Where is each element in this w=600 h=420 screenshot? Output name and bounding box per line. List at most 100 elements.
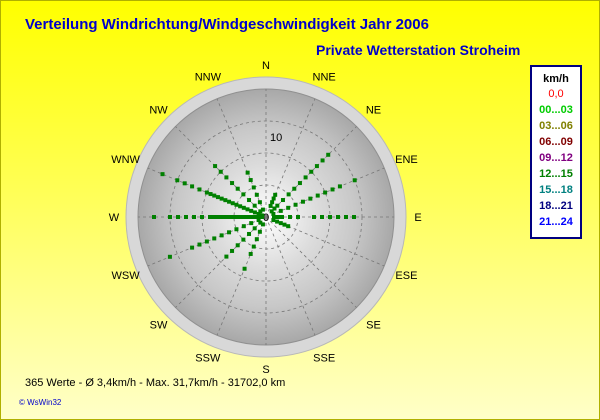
- data-point-ese: [282, 222, 287, 227]
- data-point-e: [280, 215, 284, 219]
- data-point-w: [152, 215, 156, 219]
- center-label: 0: [263, 212, 269, 224]
- data-point-e: [352, 215, 356, 219]
- data-point-wnw: [204, 190, 209, 195]
- data-point-wnw: [256, 211, 261, 216]
- data-point-nne: [268, 203, 273, 208]
- data-point-wnw: [238, 204, 243, 209]
- data-point-nnw: [254, 192, 259, 197]
- data-point-wnw: [260, 213, 265, 218]
- data-point-e: [276, 215, 280, 219]
- data-point-ssw: [260, 222, 265, 227]
- direction-label: NNW: [195, 72, 222, 84]
- data-point-ese: [275, 219, 280, 224]
- direction-label: NNE: [313, 72, 336, 84]
- speed-legend: km/h 0,0 00...03 03...06 06...09 09...12 12.…: [530, 65, 582, 239]
- data-point-ene: [271, 211, 276, 216]
- data-point-nw: [235, 186, 240, 191]
- data-point-ene: [278, 208, 283, 213]
- data-point-wnw: [223, 198, 228, 203]
- data-point-nne: [271, 196, 276, 201]
- data-point-nnw: [257, 200, 262, 205]
- data-point-wnw: [230, 201, 235, 206]
- data-point-ssw: [257, 229, 262, 234]
- data-point-wsw: [219, 233, 224, 238]
- data-point-wnw: [160, 172, 165, 177]
- data-point-wnw: [208, 192, 213, 197]
- data-point-wnw: [227, 199, 232, 204]
- data-point-w: [228, 215, 232, 219]
- data-point-e: [312, 215, 316, 219]
- legend-bin: 18...21: [539, 200, 573, 212]
- data-point-nnw: [245, 170, 250, 175]
- data-point-w: [236, 215, 240, 219]
- data-point-ssw: [251, 244, 256, 249]
- data-point-w: [256, 215, 260, 219]
- data-point-ne: [269, 209, 274, 214]
- data-point-sw: [258, 220, 263, 225]
- direction-label: ESE: [395, 270, 417, 282]
- data-point-ene: [337, 184, 342, 189]
- data-point-ssw: [254, 237, 259, 242]
- data-point-ne: [297, 181, 302, 186]
- data-point-wnw: [197, 187, 202, 192]
- data-point-ne: [275, 203, 280, 208]
- data-point-ne: [309, 169, 314, 174]
- direction-label: ENE: [395, 154, 418, 166]
- data-point-nnw: [248, 178, 253, 183]
- data-point-e: [320, 215, 324, 219]
- data-point-wsw: [167, 254, 172, 259]
- data-point-nw: [218, 169, 223, 174]
- data-point-e: [328, 215, 332, 219]
- data-point-ene: [315, 193, 320, 198]
- data-point-wnw: [249, 208, 254, 213]
- data-point-nw: [213, 164, 218, 169]
- data-point-wnw: [219, 196, 224, 201]
- direction-label: SE: [366, 319, 381, 331]
- data-point-nw: [224, 175, 229, 180]
- data-point-ssw: [242, 266, 247, 271]
- data-point-ene: [323, 190, 328, 195]
- legend-bin: 06...09: [539, 136, 573, 148]
- data-point-wsw: [256, 218, 261, 223]
- data-point-ene: [293, 202, 298, 207]
- legend-bin: 12...15: [539, 168, 573, 180]
- data-point-ne: [314, 164, 319, 169]
- data-point-w: [200, 215, 204, 219]
- data-point-ssw: [248, 251, 253, 256]
- data-point-nne: [270, 200, 275, 205]
- legend-calm: 0,0: [548, 88, 564, 100]
- data-point-w: [248, 215, 252, 219]
- data-point-ene: [286, 205, 291, 210]
- data-point-sw: [235, 243, 240, 248]
- chart-title: Verteilung Windrichtung/Windgeschwindigk…: [25, 16, 429, 33]
- data-point-wnw: [234, 202, 239, 207]
- data-point-ne: [280, 198, 285, 203]
- data-point-wsw: [249, 221, 254, 226]
- data-point-ene: [308, 196, 313, 201]
- data-point-ne: [286, 192, 291, 197]
- data-point-ne: [326, 152, 331, 157]
- data-point-wsw: [204, 239, 209, 244]
- data-point-wnw: [252, 210, 257, 215]
- direction-label: SW: [150, 319, 168, 331]
- direction-label: WSW: [112, 270, 141, 282]
- data-point-sw: [224, 254, 229, 259]
- data-point-w: [232, 215, 236, 219]
- data-point-w: [212, 215, 216, 219]
- data-point-w: [240, 215, 244, 219]
- data-point-sw: [252, 226, 257, 231]
- chart-subtitle: Private Wetterstation Stroheim: [316, 42, 521, 58]
- data-point-w: [220, 215, 224, 219]
- data-point-nw: [258, 209, 263, 214]
- data-point-sw: [230, 248, 235, 253]
- data-point-w: [252, 215, 256, 219]
- direction-label: WNW: [111, 154, 140, 166]
- data-point-ene: [352, 178, 357, 183]
- data-point-nnw: [260, 207, 265, 212]
- direction-label: NE: [366, 105, 381, 117]
- legend-bin: 09...12: [539, 152, 573, 164]
- data-point-w: [192, 215, 196, 219]
- data-point-nne: [273, 192, 278, 197]
